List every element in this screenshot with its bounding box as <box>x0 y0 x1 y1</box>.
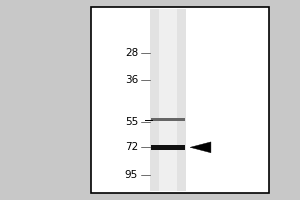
Bar <box>150 9 186 191</box>
Bar <box>159 9 177 191</box>
Text: 55: 55 <box>125 117 138 127</box>
Bar <box>91 7 269 193</box>
Text: 28: 28 <box>125 48 138 58</box>
Bar <box>151 145 185 150</box>
Text: 95: 95 <box>125 170 138 180</box>
Bar <box>151 118 185 121</box>
Text: 72: 72 <box>125 142 138 152</box>
Polygon shape <box>190 142 211 153</box>
Text: 36: 36 <box>125 75 138 85</box>
